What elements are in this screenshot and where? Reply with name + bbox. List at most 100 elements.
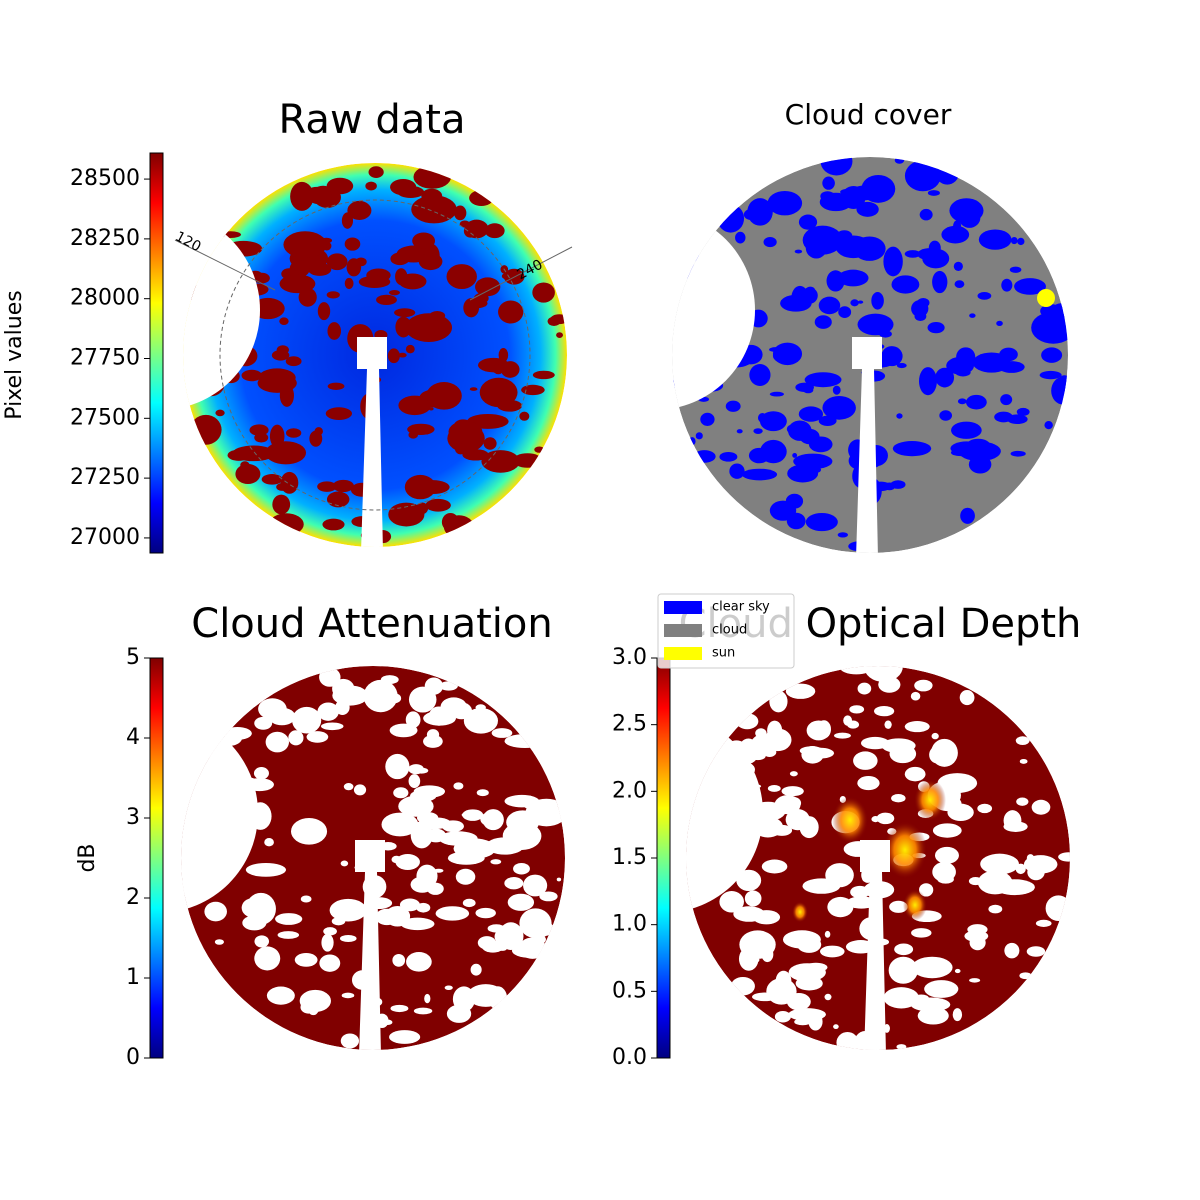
cloud-patch [787,464,819,483]
cloud-patch [408,774,421,789]
cloud-patch [834,732,851,739]
cloud-patch [799,428,820,445]
cloud-patch [994,411,1013,423]
cloud-patch [871,291,884,310]
cloud-patch [494,927,516,946]
cloud-patch [955,368,971,377]
cloud-patch [919,208,933,221]
cloud-patch [999,347,1018,362]
cloud-patch [395,268,408,286]
cloud-patch [498,347,509,363]
cloud-patch [469,190,494,206]
cloud-patch [462,898,476,908]
panel-title: Cloud cover [785,98,952,131]
cloud-patch [904,160,941,192]
tick-label: 3 [126,805,140,830]
cloud-patch [741,468,778,481]
cloud-patch [500,361,520,378]
tick-label: 0.5 [612,978,647,1003]
cloud-patch [959,689,975,706]
cloud-patch [522,795,536,809]
cloud-patch [393,787,409,799]
cloud-patch [1041,347,1063,363]
cloud-patch [890,480,906,489]
tick-label: 27000 [70,525,140,550]
colorbar-label: Pixel values [2,290,27,419]
cloud-patch [490,859,502,865]
cloud-patch [470,963,482,976]
cloud-patch [767,785,781,792]
cloud-patch [272,494,291,515]
cloud-patch [492,364,504,375]
cloud-patch [400,917,435,931]
cloud-patch [344,277,354,290]
cloud-patch [398,352,407,358]
cloud-patch [317,702,339,721]
colorbar [149,657,164,1059]
cloud-patch [326,491,350,508]
cloud-patch [953,261,963,271]
tick-label: 1.5 [612,845,647,870]
cloud-patch [254,716,273,730]
cloud-patch [444,985,453,991]
cloud-patch [968,455,992,474]
cloud-patch [786,424,802,435]
cloud-patch [390,252,410,266]
colorbar [149,152,164,554]
cloud-patch [892,440,932,457]
tick-label: 28250 [70,226,140,251]
cloud-patch [532,370,555,380]
cloud-patch [805,512,838,532]
cloud-patch [535,935,546,944]
cloud-patch [463,707,498,734]
cloud-patch [290,181,314,211]
cloud-patch [329,898,367,922]
cloud-patch [792,452,798,458]
legend: clear sky cloud sun [657,593,795,669]
cloud-patch [730,976,755,996]
cloud-patch [408,686,437,713]
cloud-patch [924,980,959,998]
cloud-patch [896,413,903,419]
cloud-patch [816,727,827,733]
cloud-patch [440,697,467,717]
cloud-patch [269,424,285,448]
cloud-patch [736,869,762,892]
cloud-patch [917,248,943,261]
cloud-patch [300,895,312,903]
cloud-patch [857,313,894,336]
cloud-patch [475,907,496,919]
cloud-patch [849,705,865,714]
cloud-patch [404,474,436,500]
cloud-patch [967,924,988,935]
cloud-patch [853,751,878,770]
cloud-patch [214,939,224,945]
grid-spoke [469,246,573,301]
cloud-patch [914,679,933,692]
cloud-patch [288,730,304,746]
cloud-patch [1016,797,1029,806]
cloud-patch [1040,304,1062,318]
cloud-patch [323,927,337,936]
cloud-patch [346,258,362,277]
cloud-patch [321,933,334,952]
cloud-patch [475,277,501,297]
cloud-patch [838,306,852,318]
cloud-patch [341,992,355,999]
mast-mask [357,337,387,547]
cloud-patch [387,348,400,364]
cloud-patch [249,424,269,436]
colorbar-label: dB [75,843,100,872]
cloud-patch [519,411,530,421]
cloud-patch [786,512,806,530]
cloud-patch [794,249,803,254]
tick-label: 2.5 [612,712,647,737]
cloud-patch [935,367,955,388]
cloud-patch [412,232,436,250]
cloud-patch [755,728,767,739]
cloud-patch [413,165,452,189]
cloud-patch [857,682,872,695]
sun-marker [1037,289,1055,307]
cloud-patch [276,483,289,491]
